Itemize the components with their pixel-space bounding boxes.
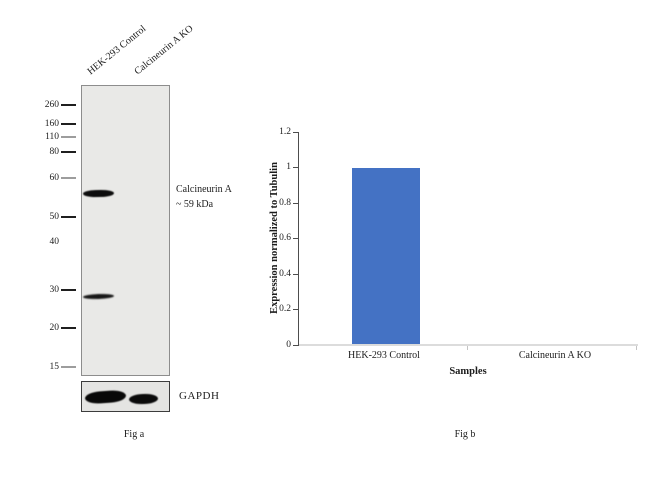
y-tickmark — [293, 203, 298, 204]
x-tickmark — [467, 346, 468, 350]
mw-tick-30 — [61, 289, 76, 291]
mw-tick-260 — [61, 104, 76, 106]
target-band-annotation: Calcineurin A ~ 59 kDa — [176, 183, 232, 212]
ytick-1.2: 1.2 — [279, 127, 291, 137]
ytick-1: 1 — [286, 162, 291, 172]
ytick-0.6: 0.6 — [279, 233, 291, 243]
target-mw: ~ 59 kDa — [176, 198, 214, 210]
fig-a-caption: Fig a — [123, 429, 145, 440]
mw-label-40: 40 — [49, 237, 60, 247]
mw-tick-60 — [61, 177, 76, 179]
mw-tick-15 — [61, 366, 76, 368]
y-tickmark — [293, 309, 298, 310]
y-tickmark — [293, 345, 298, 346]
x-category-hek293-control: HEK-293 Control — [348, 350, 420, 361]
y-tickmark — [293, 238, 298, 239]
loading-control-label: GAPDH — [179, 390, 220, 402]
mw-tick-20 — [61, 327, 76, 329]
fig-b-caption: Fig b — [454, 429, 476, 440]
ytick-0.4: 0.4 — [279, 269, 291, 279]
blot-membrane — [81, 85, 170, 376]
mw-tick-110 — [61, 136, 76, 138]
ytick-0.8: 0.8 — [279, 198, 291, 208]
y-axis-line — [298, 132, 299, 346]
x-category-calcineurin-a-ko: Calcineurin A KO — [518, 350, 592, 361]
mw-tick-160 — [61, 123, 76, 125]
x-axis-title: Samples — [449, 366, 487, 377]
y-tickmark — [293, 132, 298, 133]
bar-hek293-control — [352, 167, 420, 345]
mw-label-15: 15 — [49, 362, 60, 372]
mw-label-50: 50 — [49, 212, 60, 222]
mw-label-110: 110 — [45, 132, 59, 142]
y-tickmark — [293, 274, 298, 275]
chart-plot-area — [299, 132, 638, 345]
mw-label-80: 80 — [49, 147, 60, 157]
mw-label-160: 160 — [44, 119, 59, 129]
y-tickmark — [293, 167, 298, 168]
ytick-0.2: 0.2 — [279, 304, 291, 314]
mw-tick-50 — [61, 216, 76, 218]
mw-tick-80 — [61, 151, 76, 153]
mw-label-20: 20 — [49, 323, 60, 333]
x-axis-line — [299, 344, 638, 346]
target-name: Calcineurin A — [176, 184, 232, 195]
mw-label-60: 60 — [49, 173, 60, 183]
mw-label-30: 30 — [49, 285, 60, 295]
x-tickmark — [636, 346, 637, 350]
mw-label-260: 260 — [44, 100, 59, 110]
ytick-0: 0 — [286, 340, 291, 350]
